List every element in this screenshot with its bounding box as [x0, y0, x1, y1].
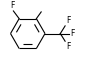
Text: F: F: [70, 29, 74, 38]
Text: F: F: [66, 42, 70, 51]
Text: F: F: [10, 2, 15, 10]
Text: F: F: [66, 16, 70, 25]
